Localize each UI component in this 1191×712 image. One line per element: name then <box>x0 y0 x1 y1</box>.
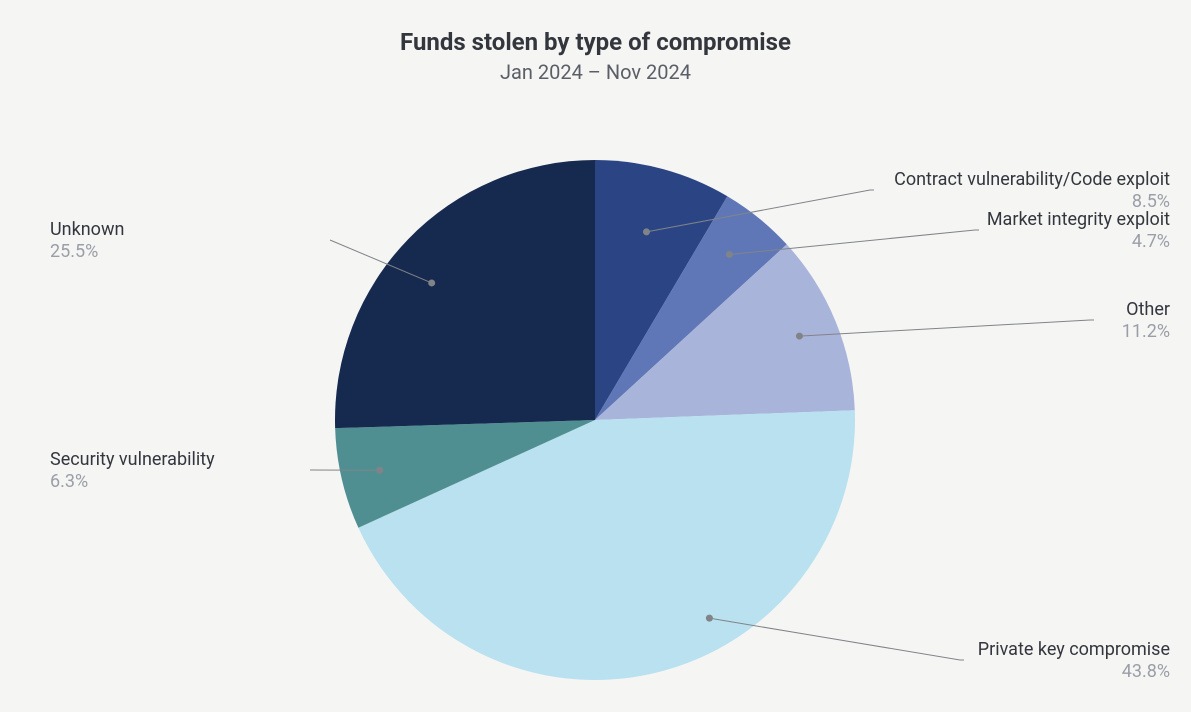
chart-subtitle: Jan 2024 – Nov 2024 <box>0 60 1191 84</box>
pie-slice <box>358 410 855 680</box>
slice-label: Unknown <box>50 219 124 240</box>
leader-dot <box>706 615 713 622</box>
leader-line <box>709 618 964 660</box>
leader-line <box>729 230 979 254</box>
pie-slice <box>595 160 727 420</box>
slice-percent: 25.5% <box>50 241 98 262</box>
slice-percent: 4.7% <box>1132 231 1170 252</box>
slice-label: Private key compromise <box>978 639 1170 660</box>
pie-slice <box>595 244 855 420</box>
chart-title: Funds stolen by type of compromise <box>0 0 1191 56</box>
slice-percent: 11.2% <box>1122 321 1170 342</box>
pie-slice <box>335 420 595 528</box>
slice-label: Market integrity exploit <box>987 209 1170 230</box>
leader-line <box>646 190 874 232</box>
leader-line <box>330 240 432 283</box>
leader-dot <box>726 251 733 258</box>
leader-dot <box>643 228 650 235</box>
slice-percent: 8.5% <box>1132 191 1170 212</box>
leader-dot <box>796 333 803 340</box>
slice-percent: 6.3% <box>50 471 88 492</box>
slice-label: Security vulnerability <box>50 449 215 470</box>
leader-line <box>799 320 1094 336</box>
pie-slice <box>335 160 595 428</box>
slice-label: Contract vulnerability/Code exploit <box>894 169 1170 190</box>
slice-label: Other <box>1126 299 1170 320</box>
pie-chart: Contract vulnerability/Code exploit8.5%M… <box>0 0 1191 712</box>
pie-slice <box>595 196 787 420</box>
leader-dot <box>376 467 383 474</box>
leader-dot <box>428 279 435 286</box>
slice-percent: 43.8% <box>1122 661 1170 682</box>
